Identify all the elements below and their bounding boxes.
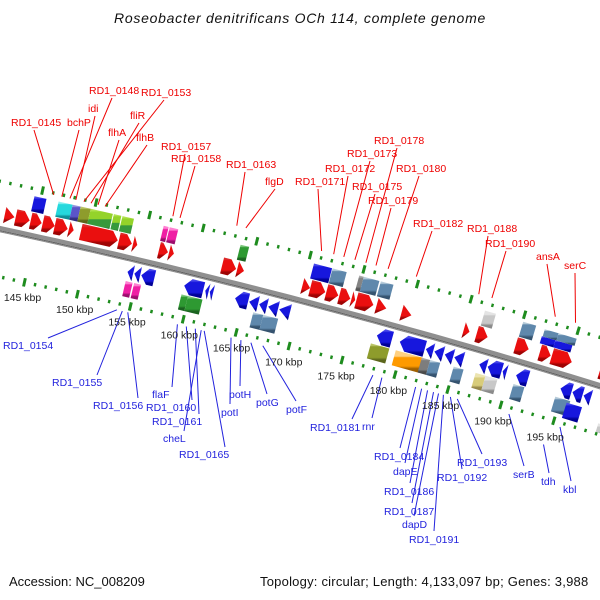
svg-text:RD1_0161: RD1_0161 xyxy=(152,416,202,428)
svg-text:rnr: rnr xyxy=(362,421,375,433)
svg-text:serC: serC xyxy=(564,260,587,272)
svg-text:RD1_0172: RD1_0172 xyxy=(325,163,375,175)
svg-text:flhB: flhB xyxy=(136,132,154,144)
svg-text:150 kbp: 150 kbp xyxy=(56,304,94,316)
svg-text:190 kbp: 190 kbp xyxy=(474,416,512,428)
svg-text:Roseobacter denitrificans OCh: Roseobacter denitrificans OCh 114, compl… xyxy=(114,10,486,26)
svg-text:RD1_0154: RD1_0154 xyxy=(3,340,53,352)
svg-text:RD1_0171: RD1_0171 xyxy=(295,176,345,188)
svg-text:Topology: circular; Length: 4,: Topology: circular; Length: 4,133,097 bp… xyxy=(260,574,588,589)
svg-text:RD1_0173: RD1_0173 xyxy=(347,148,397,160)
svg-text:RD1_0191: RD1_0191 xyxy=(409,534,459,546)
svg-text:RD1_0184: RD1_0184 xyxy=(374,451,424,463)
svg-text:RD1_0165: RD1_0165 xyxy=(179,449,229,461)
svg-text:RD1_0156: RD1_0156 xyxy=(93,400,143,412)
svg-text:fliR: fliR xyxy=(130,110,146,122)
svg-text:RD1_0180: RD1_0180 xyxy=(396,163,446,175)
svg-text:195 kbp: 195 kbp xyxy=(527,432,565,444)
svg-text:RD1_0158: RD1_0158 xyxy=(171,153,221,165)
svg-text:RD1_0155: RD1_0155 xyxy=(52,377,102,389)
svg-text:dapE: dapE xyxy=(393,466,418,478)
svg-text:Accession: NC_008209: Accession: NC_008209 xyxy=(9,574,145,589)
svg-text:RD1_0175: RD1_0175 xyxy=(352,181,402,193)
svg-text:165 kbp: 165 kbp xyxy=(213,343,251,355)
svg-text:175 kbp: 175 kbp xyxy=(317,371,355,383)
svg-text:RD1_0160: RD1_0160 xyxy=(146,402,196,414)
svg-text:RD1_0181: RD1_0181 xyxy=(310,422,360,434)
svg-text:170 kbp: 170 kbp xyxy=(265,356,303,368)
svg-text:cheL: cheL xyxy=(163,433,186,445)
svg-text:potH: potH xyxy=(229,389,251,401)
svg-text:145 kbp: 145 kbp xyxy=(4,292,42,304)
svg-text:bchP: bchP xyxy=(67,117,91,129)
svg-text:potG: potG xyxy=(256,397,279,409)
svg-text:185 kbp: 185 kbp xyxy=(422,400,460,412)
svg-text:RD1_0182: RD1_0182 xyxy=(413,218,463,230)
svg-text:RD1_0179: RD1_0179 xyxy=(368,195,418,207)
svg-text:RD1_0148: RD1_0148 xyxy=(89,85,139,97)
svg-text:RD1_0190: RD1_0190 xyxy=(485,238,535,250)
svg-text:ansA: ansA xyxy=(536,251,560,263)
svg-text:155 kbp: 155 kbp xyxy=(108,316,146,328)
svg-text:RD1_0163: RD1_0163 xyxy=(226,159,276,171)
svg-text:180 kbp: 180 kbp xyxy=(370,385,408,397)
svg-text:idi: idi xyxy=(88,103,99,115)
svg-text:RD1_0192: RD1_0192 xyxy=(437,472,487,484)
svg-text:kbl: kbl xyxy=(563,484,576,496)
svg-text:tdh: tdh xyxy=(541,476,556,488)
svg-text:RD1_0193: RD1_0193 xyxy=(457,457,507,469)
svg-text:dapD: dapD xyxy=(402,519,428,531)
svg-text:RD1_0188: RD1_0188 xyxy=(467,223,517,235)
svg-text:RD1_0145: RD1_0145 xyxy=(11,117,61,129)
svg-text:RD1_0178: RD1_0178 xyxy=(374,135,424,147)
svg-text:serB: serB xyxy=(513,469,535,481)
svg-text:flhA: flhA xyxy=(108,127,126,139)
svg-text:flaF: flaF xyxy=(152,389,170,401)
svg-text:RD1_0153: RD1_0153 xyxy=(141,87,191,99)
svg-text:RD1_0187: RD1_0187 xyxy=(384,506,434,518)
svg-text:potF: potF xyxy=(286,404,307,416)
svg-text:160 kbp: 160 kbp xyxy=(161,329,199,341)
svg-text:potI: potI xyxy=(221,407,239,419)
svg-text:RD1_0186: RD1_0186 xyxy=(384,486,434,498)
svg-text:RD1_0157: RD1_0157 xyxy=(161,141,211,153)
svg-text:flgD: flgD xyxy=(265,176,284,188)
